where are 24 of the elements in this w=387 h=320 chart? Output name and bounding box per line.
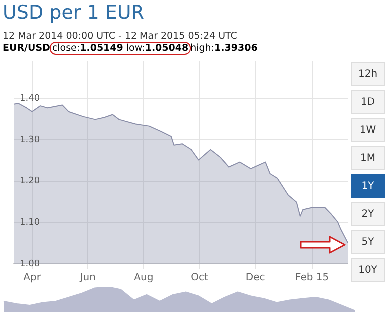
x-tick-label: Dec bbox=[246, 272, 266, 284]
x-tick-label: Aug bbox=[134, 272, 154, 284]
text: 2Y bbox=[351, 202, 385, 226]
x-tick-label: Apr bbox=[24, 272, 42, 284]
text: 1D bbox=[351, 90, 385, 114]
text: 1W bbox=[351, 118, 385, 142]
chart-title: USD per 1 EUR bbox=[3, 2, 144, 24]
text: 1Y bbox=[351, 174, 385, 198]
x-tick-label: Feb 15 bbox=[296, 272, 330, 284]
text: EUR/USD bbox=[3, 43, 50, 54]
text: 5Y bbox=[351, 230, 385, 254]
text: 10Y bbox=[351, 258, 385, 282]
y-tick-label: 1.40 bbox=[20, 94, 40, 104]
y-tick-label: 1.30 bbox=[20, 135, 40, 146]
y-tick-label: 1.00 bbox=[20, 259, 40, 270]
y-tick-label: 1.20 bbox=[20, 176, 40, 187]
x-tick-label: Oct bbox=[191, 272, 208, 284]
text: 12h bbox=[351, 62, 385, 86]
chart-subtitle: 12 Mar 2014 00:00 UTC - 12 Mar 2015 05:24 UTC bbox=[3, 31, 238, 42]
text: 1M bbox=[351, 146, 385, 170]
y-tick-label: 1.10 bbox=[20, 218, 40, 228]
text: high:1.39306 bbox=[190, 43, 258, 54]
x-tick-label: Jun bbox=[79, 272, 96, 284]
rounded-outline: close:1.05149 low:1.05048 bbox=[50, 42, 191, 55]
